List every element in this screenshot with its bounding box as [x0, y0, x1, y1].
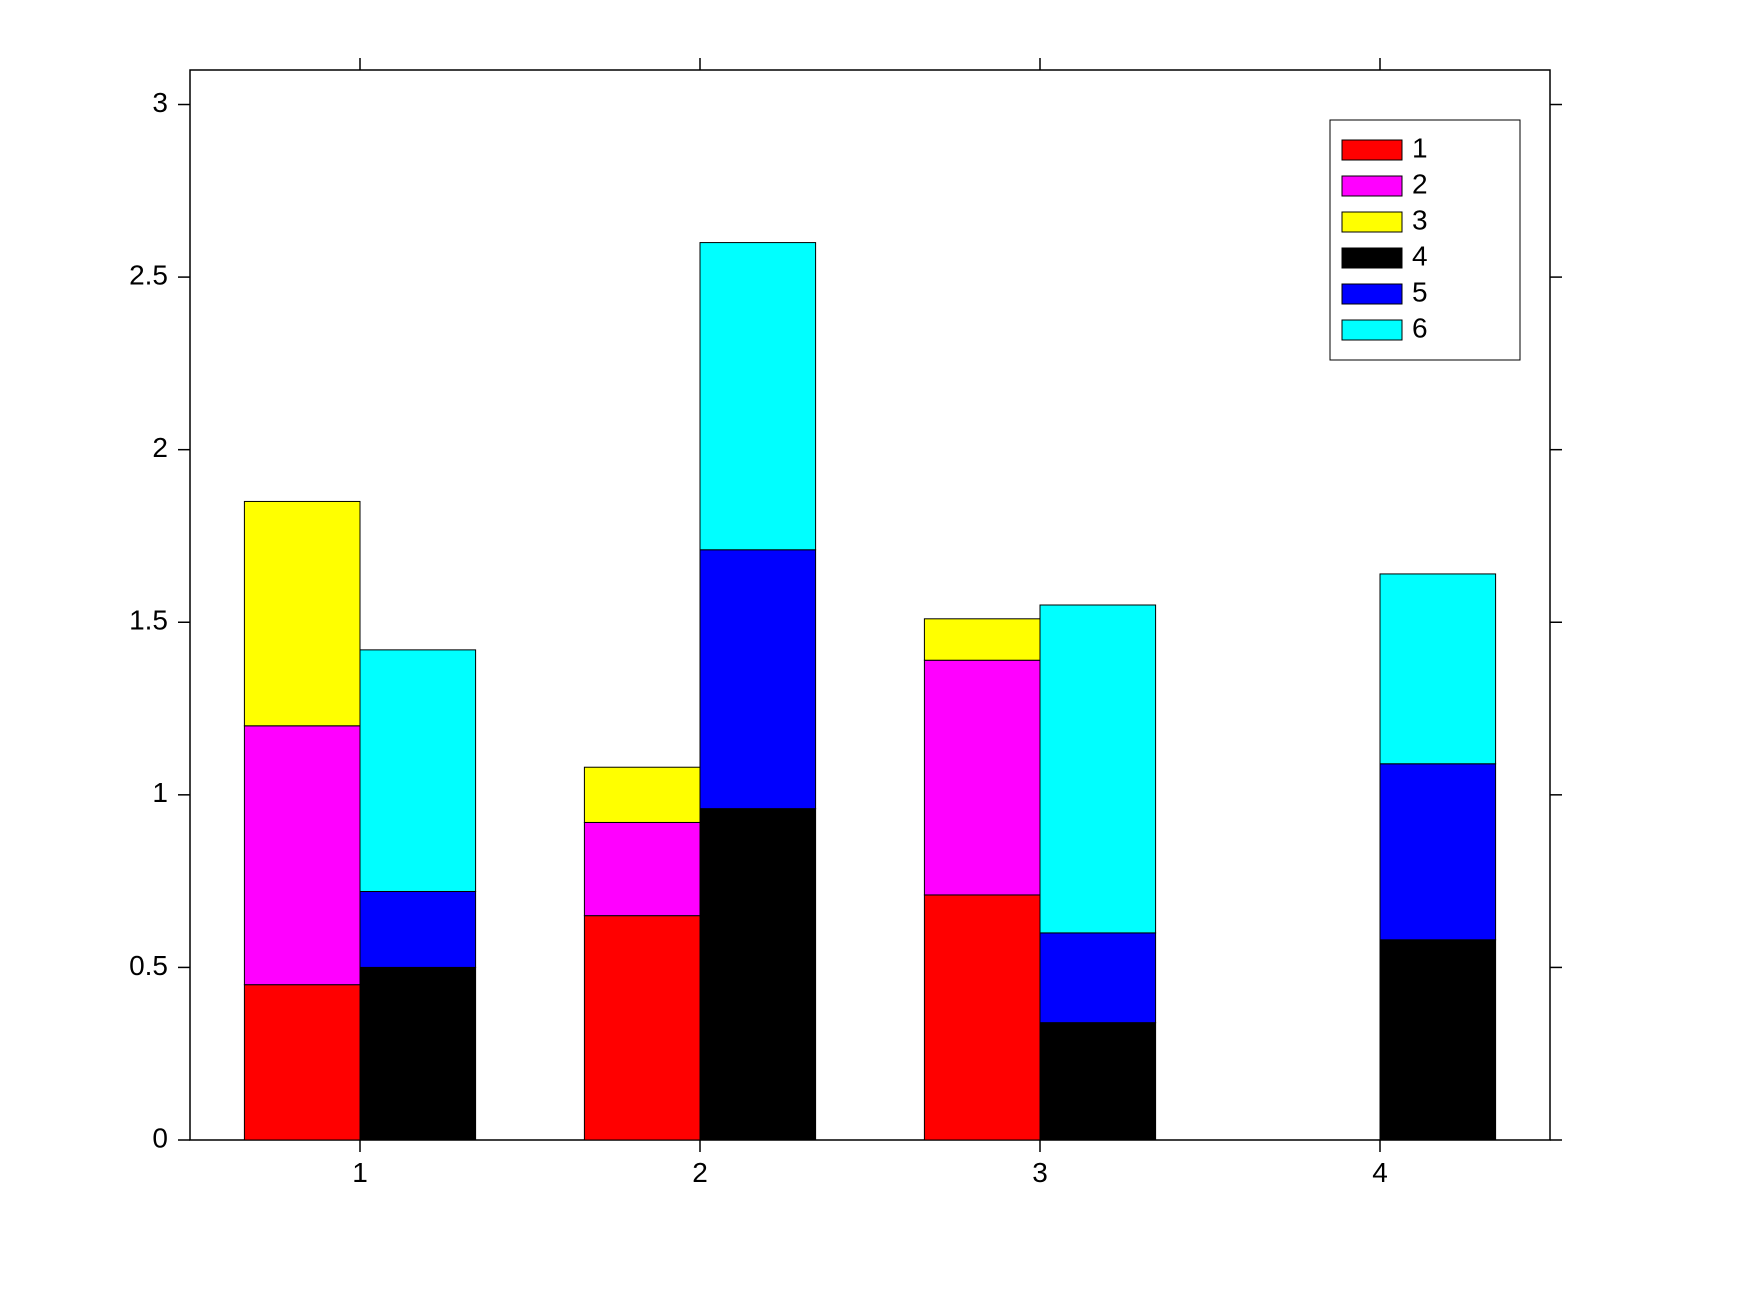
bar-segment — [1380, 764, 1496, 940]
bar-segment — [700, 809, 816, 1140]
bar-segment — [924, 619, 1040, 660]
bar-segment — [1380, 574, 1496, 764]
y-tick-label: 1.5 — [129, 605, 168, 636]
bar-segment — [700, 550, 816, 809]
bar-segment — [1040, 933, 1156, 1023]
legend-label: 5 — [1412, 276, 1428, 307]
legend-swatch — [1342, 176, 1402, 196]
y-tick-label: 3 — [152, 87, 168, 118]
bar-segment — [244, 726, 360, 985]
bar-segment — [584, 767, 700, 822]
y-tick-label: 2 — [152, 432, 168, 463]
bar-segment — [244, 985, 360, 1140]
legend-swatch — [1342, 284, 1402, 304]
bar-segment — [924, 660, 1040, 895]
y-tick-label: 0.5 — [129, 950, 168, 981]
y-tick-label: 2.5 — [129, 259, 168, 290]
x-tick-label: 2 — [692, 1157, 708, 1188]
legend-swatch — [1342, 140, 1402, 160]
legend-swatch — [1342, 320, 1402, 340]
bar-segment — [1380, 940, 1496, 1140]
x-tick-label: 4 — [1372, 1157, 1388, 1188]
legend-swatch — [1342, 212, 1402, 232]
bar-segment — [584, 822, 700, 915]
legend-swatch — [1342, 248, 1402, 268]
legend-label: 4 — [1412, 240, 1428, 271]
bar-segment — [244, 501, 360, 725]
legend-label: 3 — [1412, 204, 1428, 235]
bar-segment — [360, 967, 476, 1140]
bar-segment — [1040, 605, 1156, 933]
x-tick-label: 1 — [352, 1157, 368, 1188]
stacked-bar-chart: 0 0.5 1 1.5 2 2.5 3 1 2 3 4 1 2 3 4 5 6 — [0, 0, 1750, 1313]
bar-segment — [1040, 1023, 1156, 1140]
bar-segment — [700, 243, 816, 550]
bar-segment — [584, 916, 700, 1140]
x-tick-label: 3 — [1032, 1157, 1048, 1188]
y-tick-label: 0 — [152, 1122, 168, 1153]
legend-label: 6 — [1412, 312, 1428, 343]
bar-segment — [360, 891, 476, 967]
legend-label: 1 — [1412, 132, 1428, 163]
bar-segment — [924, 895, 1040, 1140]
y-tick-label: 1 — [152, 777, 168, 808]
legend-label: 2 — [1412, 168, 1428, 199]
chart-container: 0 0.5 1 1.5 2 2.5 3 1 2 3 4 1 2 3 4 5 6 — [0, 0, 1750, 1313]
bar-segment — [360, 650, 476, 892]
